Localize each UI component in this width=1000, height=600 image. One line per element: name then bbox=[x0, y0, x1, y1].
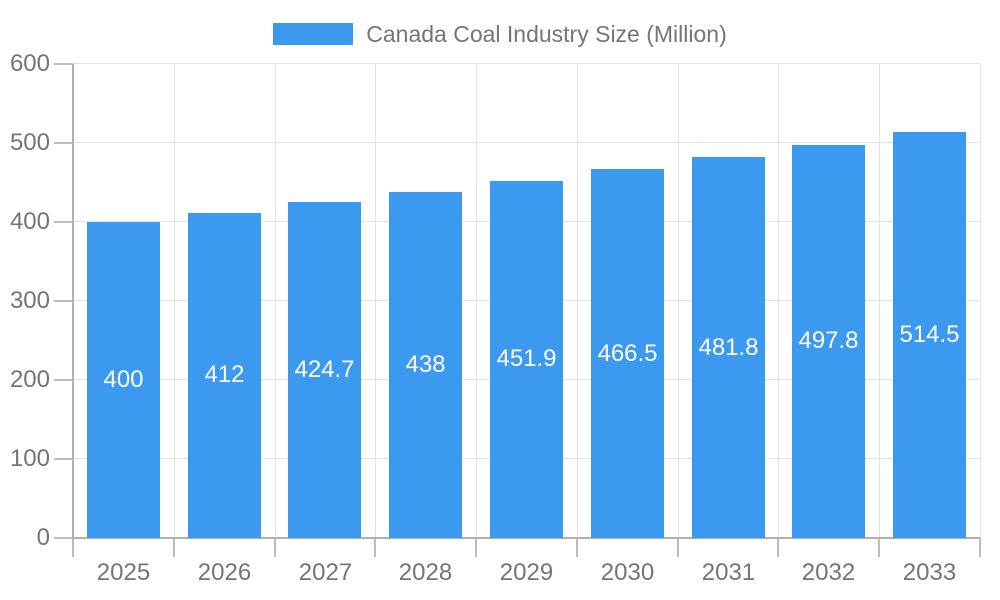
y-axis-tick-label: 500 bbox=[9, 129, 50, 156]
bar-value-label: 481.8 bbox=[698, 334, 759, 361]
x-axis-tick bbox=[777, 538, 779, 557]
y-axis-tick-label: 100 bbox=[9, 445, 50, 472]
y-axis-tick-label: 0 bbox=[36, 524, 50, 551]
x-axis-tick bbox=[72, 538, 74, 557]
y-axis-line bbox=[72, 64, 74, 538]
bar-value-label: 497.8 bbox=[798, 327, 859, 354]
bar[interactable] bbox=[87, 222, 160, 538]
y-axis-tick-label: 300 bbox=[9, 287, 50, 314]
gridline-vertical bbox=[778, 64, 779, 538]
x-axis-tick-label: 2033 bbox=[902, 559, 957, 586]
x-axis-tick bbox=[274, 538, 276, 557]
y-axis-tick bbox=[54, 458, 73, 460]
x-axis-tick bbox=[576, 538, 578, 557]
x-axis-tick-label: 2029 bbox=[499, 559, 554, 586]
y-axis-tick-label: 200 bbox=[9, 366, 50, 393]
x-axis-tick bbox=[979, 538, 981, 557]
bar-value-label: 451.9 bbox=[496, 345, 557, 372]
y-axis-tick-label: 400 bbox=[9, 208, 50, 235]
x-axis-tick bbox=[475, 538, 477, 557]
y-axis-tick bbox=[54, 63, 73, 65]
x-axis-tick-label: 2026 bbox=[197, 559, 252, 586]
gridline-vertical bbox=[879, 64, 880, 538]
x-axis-tick-label: 2028 bbox=[398, 559, 453, 586]
x-axis-tick bbox=[173, 538, 175, 557]
x-axis-tick bbox=[677, 538, 679, 557]
x-axis-tick-label: 2025 bbox=[96, 559, 151, 586]
y-axis-tick bbox=[54, 537, 73, 539]
gridline-horizontal bbox=[73, 142, 980, 143]
bar[interactable] bbox=[188, 213, 261, 538]
gridline-vertical bbox=[476, 64, 477, 538]
bar[interactable] bbox=[692, 157, 765, 538]
y-axis-tick bbox=[54, 379, 73, 381]
x-axis-line bbox=[72, 537, 980, 539]
x-axis-tick-label: 2032 bbox=[801, 559, 856, 586]
gridline-vertical bbox=[375, 64, 376, 538]
y-axis-tick bbox=[54, 300, 73, 302]
bar[interactable] bbox=[490, 181, 563, 538]
bar-value-label: 424.7 bbox=[294, 356, 355, 383]
gridline-vertical bbox=[678, 64, 679, 538]
y-axis-tick bbox=[54, 221, 73, 223]
bar[interactable] bbox=[288, 202, 361, 538]
bar[interactable] bbox=[792, 145, 865, 538]
y-axis-tick bbox=[54, 142, 73, 144]
legend-series-label: Canada Coal Industry Size (Million) bbox=[366, 21, 727, 47]
bar-value-label: 400 bbox=[103, 366, 144, 393]
bar[interactable] bbox=[389, 192, 462, 538]
bar[interactable] bbox=[893, 132, 966, 538]
x-axis-tick-label: 2027 bbox=[298, 559, 353, 586]
legend-color-swatch bbox=[273, 23, 354, 45]
bar[interactable] bbox=[591, 169, 664, 538]
gridline-vertical bbox=[980, 64, 981, 538]
gridline-horizontal bbox=[73, 63, 980, 64]
bar-value-label: 412 bbox=[204, 361, 245, 388]
bar-value-label: 438 bbox=[405, 351, 446, 378]
x-axis-tick-label: 2030 bbox=[600, 559, 655, 586]
bar-value-label: 466.5 bbox=[597, 340, 658, 367]
bar-value-label: 514.5 bbox=[899, 321, 960, 348]
x-axis-tick bbox=[374, 538, 376, 557]
x-axis-tick-label: 2031 bbox=[701, 559, 756, 586]
gridline-vertical bbox=[174, 64, 175, 538]
y-axis-tick-label: 600 bbox=[9, 50, 50, 77]
x-axis-tick bbox=[878, 538, 880, 557]
chart-legend[interactable]: Canada Coal Industry Size (Million) bbox=[0, 15, 1000, 53]
gridline-vertical bbox=[577, 64, 578, 538]
gridline-vertical bbox=[275, 64, 276, 538]
